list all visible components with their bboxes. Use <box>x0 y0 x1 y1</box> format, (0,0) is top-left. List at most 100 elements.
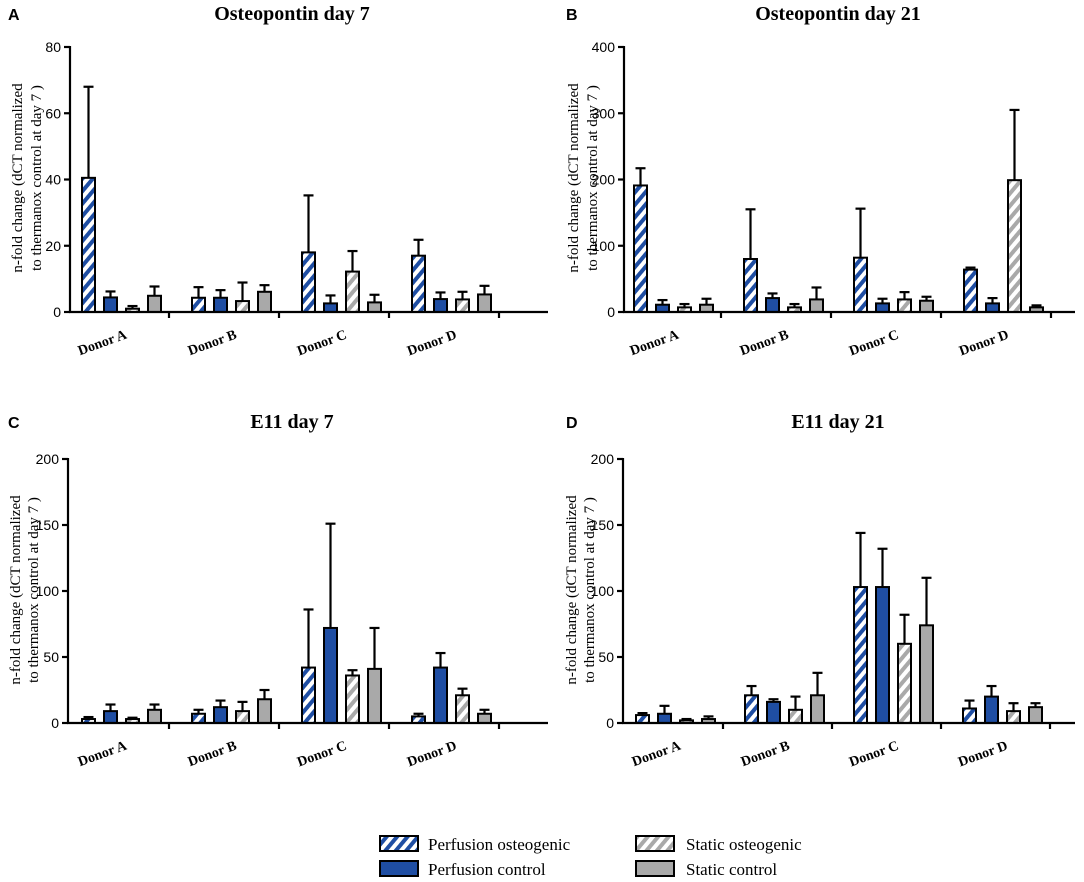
bar-perfusion-osteogenic-donor-a <box>635 714 650 725</box>
bar-static-control-donor-b <box>257 290 272 314</box>
bar-perfusion-osteogenic-donor-b <box>744 694 759 725</box>
bar-perfusion-osteogenic-donor-c <box>853 256 868 313</box>
y-tick-label: 200 <box>36 451 60 467</box>
y-tick-label: 60 <box>45 105 61 121</box>
bar-static-control-donor-a <box>147 708 162 724</box>
bar-static-control-donor-d <box>477 293 492 314</box>
x-category-label: Donor D <box>957 328 1010 360</box>
bar-perfusion-osteogenic-donor-d <box>962 707 977 724</box>
bar-perfusion-control-donor-d <box>985 302 1000 314</box>
legend-label-static-control: Static control <box>686 860 777 879</box>
bar-perfusion-control-donor-c <box>875 586 890 724</box>
bar-perfusion-control-donor-a <box>103 710 118 724</box>
bar-perfusion-control-donor-b <box>766 700 781 725</box>
legend-swatch-static-control <box>635 860 675 877</box>
bar-static-control-donor-c <box>367 667 382 725</box>
chart-title: E11 day 21 <box>791 411 884 433</box>
x-category-label: Donor B <box>739 739 792 770</box>
chart-panel-d: D E11 day 21 n-fold change (dCT normaliz… <box>564 411 885 685</box>
y-tick-label: 200 <box>592 172 616 188</box>
y-axis-label-line-2: to thermanox control at day 7 ) <box>585 85 601 271</box>
y-tick-label: 400 <box>592 39 616 55</box>
bar-perfusion-control-donor-d <box>433 666 448 724</box>
y-axis-label-line-2: to thermanox control at day 7 ) <box>582 497 598 683</box>
y-tick-label: 200 <box>591 451 615 467</box>
bar-perfusion-osteogenic-donor-d <box>963 268 978 314</box>
bar-perfusion-osteogenic-donor-c <box>301 666 316 724</box>
chart-title: E11 day 7 <box>250 411 333 433</box>
bar-static-osteogenic-donor-c <box>897 298 912 314</box>
plot-area-b: 0 100 200 300 400 Donor A Donor B Donor C Donor … <box>592 39 1075 359</box>
bar-static-control-donor-b <box>809 298 824 314</box>
bar-perfusion-control-donor-d <box>433 298 448 313</box>
x-category-label: Donor C <box>847 739 900 771</box>
bar-static-osteogenic-donor-b <box>235 710 250 724</box>
y-tick-label: 0 <box>606 715 614 731</box>
bar-static-osteogenic-donor-d <box>1006 710 1021 724</box>
bar-perfusion-osteogenic-donor-b <box>191 296 206 314</box>
y-tick-label: 100 <box>591 583 615 599</box>
y-tick-label: 150 <box>36 517 60 533</box>
bar-static-osteogenic-donor-b <box>235 300 250 314</box>
bar-perfusion-control-donor-d <box>984 695 999 724</box>
bar-static-control-donor-d <box>477 712 492 725</box>
legend-swatch-static-osteogenic <box>635 835 675 852</box>
x-category-label: Donor A <box>628 327 682 359</box>
panel-letter: A <box>8 7 20 24</box>
bar-static-osteogenic-donor-d <box>455 298 470 314</box>
bar-static-control-donor-b <box>810 694 825 725</box>
bar-static-control-donor-c <box>367 301 382 313</box>
bar-perfusion-control-donor-a <box>103 296 118 313</box>
bar-static-control-donor-d <box>1028 706 1043 724</box>
bar-perfusion-osteogenic-donor-d <box>411 254 426 313</box>
bar-static-control-donor-b <box>257 698 272 724</box>
y-tick-label: 50 <box>43 649 59 665</box>
plot-area-a: 0 20 40 60 80 Donor A Donor B Donor C Donor D <box>45 39 548 359</box>
y-tick-label: 300 <box>592 105 616 121</box>
x-category-label: Donor B <box>738 328 791 359</box>
bar-static-osteogenic-donor-c <box>897 642 912 724</box>
bar-perfusion-control-donor-c <box>323 626 338 725</box>
x-category-label: Donor A <box>76 738 130 770</box>
legend-swatch-perfusion-control <box>379 860 419 877</box>
chart-panel-a: A Osteopontin day 7 n-fold change (dCT n… <box>8 3 370 273</box>
x-category-label: Donor D <box>405 328 458 360</box>
y-axis-label-line-1: n-fold change (dCT normalized <box>566 83 582 273</box>
bar-perfusion-osteogenic-donor-c <box>301 251 316 313</box>
legend-label-static-osteogenic: Static osteogenic <box>686 835 802 854</box>
y-tick-label: 50 <box>598 649 614 665</box>
bar-static-control-donor-c <box>919 624 934 725</box>
bar-static-osteogenic-donor-c <box>345 674 360 724</box>
bar-perfusion-control-donor-b <box>213 706 228 724</box>
chart-panel-c: C E11 day 7 n-fold change (dCT normalize… <box>8 411 334 685</box>
legend-swatch-perfusion-osteogenic <box>379 835 419 852</box>
x-category-label: Donor C <box>295 328 348 360</box>
x-category-label: Donor A <box>630 738 684 770</box>
y-tick-label: 40 <box>45 172 61 188</box>
legend: Perfusion osteogenic Static osteogenic P… <box>379 835 802 879</box>
y-tick-label: 20 <box>45 238 61 254</box>
x-category-label: Donor C <box>295 739 348 771</box>
y-tick-label: 80 <box>45 39 61 55</box>
x-category-label: Donor D <box>405 739 458 771</box>
bar-perfusion-control-donor-b <box>213 296 228 314</box>
bar-static-osteogenic-donor-d <box>1007 179 1022 313</box>
bar-static-control-donor-c <box>919 299 934 313</box>
bar-perfusion-osteogenic-donor-a <box>81 176 96 313</box>
x-category-label: Donor B <box>186 739 239 770</box>
x-category-label: Donor B <box>186 328 239 359</box>
panel-letter: D <box>566 415 578 432</box>
bar-perfusion-osteogenic-donor-a <box>633 184 648 313</box>
bar-perfusion-control-donor-b <box>765 297 780 313</box>
bar-static-osteogenic-donor-d <box>455 694 470 725</box>
y-tick-label: 0 <box>51 715 59 731</box>
y-axis-label-line-2: to thermanox control at day 7 ) <box>26 497 42 683</box>
y-axis-label-line-1: n-fold change (dCT normalized <box>564 495 580 685</box>
plot-area-c: 0 50 100 150 200 Donor A Donor B Donor C Donor D <box>36 451 548 770</box>
bar-static-control-donor-a <box>147 294 162 313</box>
y-tick-label: 0 <box>607 304 615 320</box>
y-tick-label: 0 <box>53 304 61 320</box>
bar-static-osteogenic-donor-c <box>345 270 360 313</box>
x-category-label: Donor D <box>956 739 1009 771</box>
